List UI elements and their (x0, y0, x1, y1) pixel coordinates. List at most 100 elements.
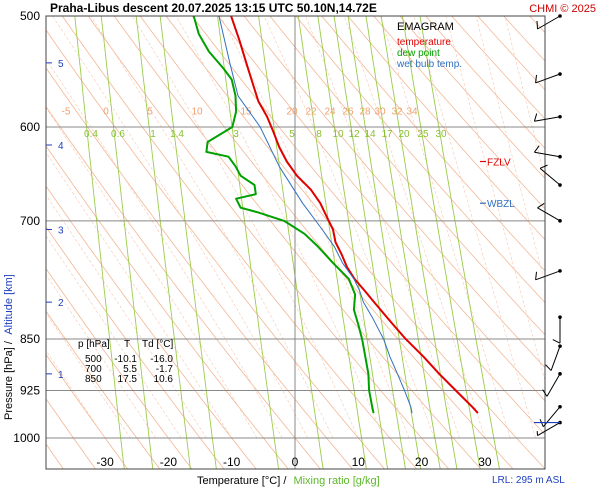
wind-barb (545, 344, 562, 371)
legend-title: EMAGRAM (397, 21, 454, 33)
moist-adiabat-line (52, 16, 308, 439)
moist-adiabat-line (90, 16, 334, 439)
wind-barb-feather (537, 203, 545, 209)
wind-barb-shaft (537, 15, 561, 30)
wind-barb (552, 315, 562, 344)
dry-adiabat-label: 5 (147, 107, 153, 118)
wind-barb (533, 113, 562, 122)
dry-adiabat-label: 30 (374, 107, 386, 118)
moist-adiabat-line (445, 16, 545, 382)
moist-adiabats (46, 16, 545, 439)
dry-adiabat-line (217, 16, 545, 402)
mixing-ratio-label: 1.4 (170, 129, 184, 140)
legend: EMAGRAM temperature dew point wet bulb t… (396, 21, 462, 70)
dry-adiabat-line (347, 16, 545, 241)
mixing-ratio-line (365, 16, 441, 469)
dry-adiabat-line (61, 16, 418, 469)
wind-barb (533, 145, 562, 159)
table-cell: 10.6 (154, 374, 174, 385)
table-cell: -16.0 (150, 354, 173, 365)
mixing-ratio-line (135, 16, 191, 469)
wind-barb (535, 72, 562, 84)
chart-title: Praha-Libus descent 20.07.2025 13:15 UTC… (50, 1, 377, 15)
legend-temperature: temperature (397, 37, 451, 48)
altitude-tick-label: 4 (58, 141, 64, 152)
mixing-ratio-label: 0.4 (84, 129, 98, 140)
legend-dew-point: dew point (397, 48, 440, 59)
mixing-ratio-label: 20 (398, 129, 410, 140)
freezing-level-marker: FZLV (480, 158, 511, 169)
mixing-ratio-line (100, 16, 154, 469)
series-wet-bulb-temp (218, 16, 413, 414)
dry-adiabat-line (451, 16, 545, 120)
dry-adiabat-line (165, 16, 545, 469)
pressure-tick-label: 600 (20, 120, 40, 134)
dry-adiabat-label: 32 (391, 107, 403, 118)
wind-barb-shaft (546, 373, 561, 397)
moist-adiabat-line (46, 107, 258, 439)
wind-barb-feather (539, 164, 548, 169)
mixing-ratio-label: 17 (381, 129, 393, 140)
dry-adiabat-line (46, 105, 321, 469)
profile-series (192, 16, 479, 414)
pressure-tick-label: 700 (20, 214, 40, 228)
wind-barb (542, 372, 562, 397)
wind-barb-shaft (535, 270, 561, 281)
grid-lines (46, 16, 545, 469)
pressure-tick-label: 500 (20, 9, 40, 23)
table-cell: -1.7 (156, 364, 174, 375)
moist-adiabat-line (305, 16, 460, 439)
wind-barb-shaft (537, 422, 561, 437)
wind-barb (536, 14, 562, 30)
dry-adiabat-label: -5 (62, 107, 71, 118)
mixing-ratio-line (217, 16, 280, 469)
dry-adiabat-label: 34 (406, 107, 418, 118)
wbzl-label: WBZL (487, 199, 515, 210)
wind-barb-shaft (534, 116, 561, 122)
temperature-tick-label: -20 (160, 455, 178, 469)
y-axis-label-pressure: Pressure [hPa] / (3, 340, 15, 420)
wind-barb-shaft (542, 406, 561, 427)
mixing-ratio-label: 0.6 (111, 129, 125, 140)
wind-barb-feather (536, 20, 538, 30)
moist-adiabat-line (46, 58, 283, 439)
temperature-tick-label: 20 (415, 455, 429, 469)
mixing-ratio-line (380, 16, 458, 469)
wind-barb-shaft (535, 73, 561, 84)
wind-barb-feather (542, 389, 548, 397)
moist-adiabat-line (46, 194, 207, 439)
dry-adiabat-line (46, 185, 257, 469)
y-axis-label-altitude: Altitude [km] (3, 274, 15, 335)
mixing-ratio-label: 14 (364, 129, 376, 140)
wind-barb (539, 404, 562, 427)
dry-adiabat-line (373, 16, 545, 210)
dry-adiabat-line (113, 16, 482, 469)
x-axis-label: Temperature [°C] / Mixing ratio [g/kg] (197, 475, 380, 487)
pressure-tick-label: 1000 (13, 431, 40, 445)
mixing-ratio-line (333, 16, 406, 469)
dry-adiabat-line (139, 16, 514, 469)
mixing-ratio-label: 5 (289, 129, 295, 140)
temperature-tick-label: 0 (292, 455, 299, 469)
wind-barb-feather (545, 364, 552, 371)
dry-adiabat-line (46, 67, 353, 469)
wind-barbs (533, 14, 562, 437)
table-cell: 500 (85, 354, 102, 365)
wind-barb-feather (552, 339, 561, 344)
dry-adiabat-label: 22 (305, 107, 317, 118)
fzlv-label: FZLV (487, 158, 511, 169)
wind-barb-feather (535, 271, 537, 280)
altitude-tick-label: 3 (58, 225, 64, 236)
wind-barb-feather (533, 145, 540, 153)
dry-adiabat-line (191, 16, 545, 436)
altitude-ticks: 5 4 3 2 1 (46, 59, 64, 381)
dry-adiabat-line (477, 16, 545, 91)
altitude-tick-label: 1 (58, 370, 64, 381)
wind-barb-shaft (537, 207, 561, 222)
dry-adiabat-line (243, 16, 545, 369)
wet-bulb-zero-marker: WBZL (480, 199, 515, 210)
table-cell: 5.5 (123, 364, 137, 375)
dry-adiabat-line (46, 29, 386, 469)
lrl-label: LRL: 295 m ASL (492, 475, 565, 486)
temperature-tick-label: -30 (96, 455, 114, 469)
